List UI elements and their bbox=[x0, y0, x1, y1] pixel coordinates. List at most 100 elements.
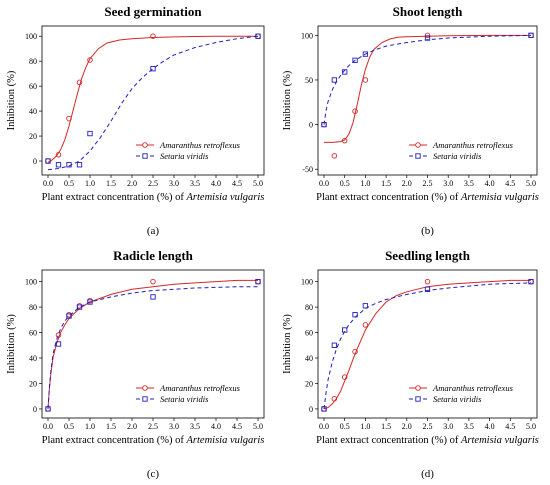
legend-marker-square bbox=[142, 396, 148, 402]
panel-letter: (a) bbox=[147, 225, 160, 237]
legend-label: Amaranthus retroflexus bbox=[159, 383, 241, 393]
x-axis-label: Plant extract concentration (%) of Artem… bbox=[42, 435, 265, 446]
data-point-setaria bbox=[150, 294, 156, 300]
x-tick-label: 1.5 bbox=[381, 179, 391, 188]
data-point-setaria bbox=[331, 342, 337, 348]
x-axis-label-prefix: Plant extract concentration (%) of bbox=[42, 192, 187, 203]
fit-curve-amaranthus bbox=[47, 35, 258, 163]
data-point-amaranthus bbox=[341, 137, 348, 144]
x-tick-label: 0.5 bbox=[340, 422, 350, 431]
x-tick-label: 2.0 bbox=[127, 422, 137, 431]
chart-title: Radicle length bbox=[113, 248, 194, 263]
x-axis-label: Plant extract concentration (%) of Artem… bbox=[316, 192, 539, 203]
data-point-setaria bbox=[321, 406, 327, 412]
x-tick-label: 4.5 bbox=[232, 179, 242, 188]
x-axis-label-species: Artemisia vulgaris bbox=[460, 435, 539, 446]
y-tick-label: 60 bbox=[29, 82, 37, 91]
x-tick-label: 4.0 bbox=[485, 179, 495, 188]
data-point-setaria bbox=[424, 286, 431, 292]
x-tick-label: 0.0 bbox=[319, 179, 329, 188]
data-point-setaria bbox=[362, 303, 369, 309]
x-axis-label-prefix: Plant extract concentration (%) of bbox=[316, 435, 461, 446]
x-tick-label: 0.5 bbox=[340, 179, 350, 188]
x-tick-label: 1.5 bbox=[106, 179, 116, 188]
legend-marker-square bbox=[142, 153, 148, 159]
x-tick-label: 0.0 bbox=[43, 422, 53, 431]
chart-title: Seedling length bbox=[385, 248, 471, 263]
fit-curve-amaranthus bbox=[324, 34, 531, 143]
x-tick-label: 0.0 bbox=[319, 422, 329, 431]
x-tick-label: 2.0 bbox=[127, 179, 137, 188]
legend-marker-square bbox=[415, 153, 421, 159]
fit-curve-amaranthus bbox=[47, 279, 258, 409]
x-axis-label: Plant extract concentration (%) of Artem… bbox=[316, 435, 539, 446]
data-point-setaria bbox=[342, 327, 348, 333]
data-point-amaranthus bbox=[341, 374, 348, 380]
legend-label: Setaria viridis bbox=[433, 151, 482, 161]
y-tick-label: 0 bbox=[33, 157, 37, 166]
data-point-amaranthus bbox=[362, 322, 369, 328]
y-tick-label: 20 bbox=[305, 379, 313, 388]
x-tick-label: 4.0 bbox=[485, 422, 495, 431]
y-axis-label: Inhibition (%) bbox=[6, 70, 17, 130]
data-point-setaria bbox=[45, 158, 51, 164]
data-point-setaria bbox=[55, 162, 62, 168]
data-point-amaranthus bbox=[55, 152, 62, 158]
x-tick-label: 4.5 bbox=[232, 422, 242, 431]
x-tick-label: 2.5 bbox=[423, 179, 433, 188]
fit-curve-setaria bbox=[47, 286, 258, 409]
chart-panel-1: Seed germination 0.0 0.5 1.0 1.5 2.0 2.5 3.0 3.5… bbox=[6, 4, 265, 237]
y-axis-label: Inhibition (%) bbox=[282, 70, 293, 130]
legend-label: Setaria viridis bbox=[160, 394, 209, 404]
plot-frame bbox=[41, 269, 265, 419]
x-tick-label: 4.0 bbox=[211, 179, 221, 188]
plot-frame bbox=[317, 269, 538, 419]
x-tick-label: 5.0 bbox=[526, 179, 536, 188]
data-point-setaria bbox=[255, 278, 261, 285]
data-point-setaria bbox=[150, 66, 156, 72]
data-point-amaranthus bbox=[87, 57, 93, 63]
data-point-amaranthus bbox=[55, 332, 62, 338]
x-tick-label: 0.5 bbox=[64, 179, 74, 188]
x-tick-label: 3.5 bbox=[190, 179, 200, 188]
x-tick-label: 2.5 bbox=[148, 422, 158, 431]
fit-curve-setaria bbox=[323, 34, 532, 125]
y-tick-label: 80 bbox=[305, 303, 313, 312]
chart-panel-3: Radicle length 0.0 0.5 1.0 1.5 2.0 2.5 3.0 3.5 4.… bbox=[6, 248, 265, 480]
panel-letter: (d) bbox=[421, 468, 434, 480]
data-point-amaranthus bbox=[352, 108, 358, 114]
y-tick-label: 20 bbox=[29, 379, 37, 388]
data-point-setaria bbox=[342, 69, 348, 75]
legend-marker-circle bbox=[415, 385, 421, 391]
x-axis-label: Plant extract concentration (%) of Artem… bbox=[42, 192, 265, 203]
x-tick-label: 3.0 bbox=[443, 422, 453, 431]
data-point-setaria bbox=[66, 313, 72, 319]
x-tick-label: 1.0 bbox=[85, 179, 95, 188]
x-tick-label: 4.5 bbox=[505, 179, 515, 188]
legend-label: Amaranthus retroflexus bbox=[432, 140, 514, 150]
x-axis-label-species: Artemisia vulgaris bbox=[460, 192, 539, 203]
data-point-setaria bbox=[45, 406, 51, 412]
data-point-amaranthus bbox=[150, 278, 156, 285]
data-point-setaria bbox=[87, 299, 93, 305]
panel-letter: (b) bbox=[421, 225, 434, 237]
chart-title: Shoot length bbox=[393, 4, 463, 19]
legend-label: Amaranthus retroflexus bbox=[159, 140, 241, 150]
x-axis-label-prefix: Plant extract concentration (%) of bbox=[316, 192, 461, 203]
y-axis-label: Inhibition (%) bbox=[6, 314, 17, 374]
y-tick-label: 80 bbox=[29, 303, 37, 312]
x-axis-label-prefix: Plant extract concentration (%) of bbox=[42, 435, 187, 446]
data-point-amaranthus bbox=[424, 278, 431, 285]
x-tick-label: 0.5 bbox=[64, 422, 74, 431]
x-tick-label: 4.0 bbox=[211, 422, 221, 431]
legend-marker-circle bbox=[142, 142, 148, 148]
x-tick-label: 3.0 bbox=[169, 422, 179, 431]
fit-curve-setaria bbox=[47, 35, 259, 171]
legend-marker-square bbox=[415, 396, 421, 402]
y-tick-label: 100 bbox=[25, 32, 37, 41]
fit-curve-amaranthus bbox=[323, 279, 531, 410]
x-axis-label-species: Artemisia vulgaris bbox=[186, 435, 265, 446]
x-tick-label: 2.0 bbox=[402, 422, 412, 431]
y-tick-label: 20 bbox=[29, 132, 37, 141]
